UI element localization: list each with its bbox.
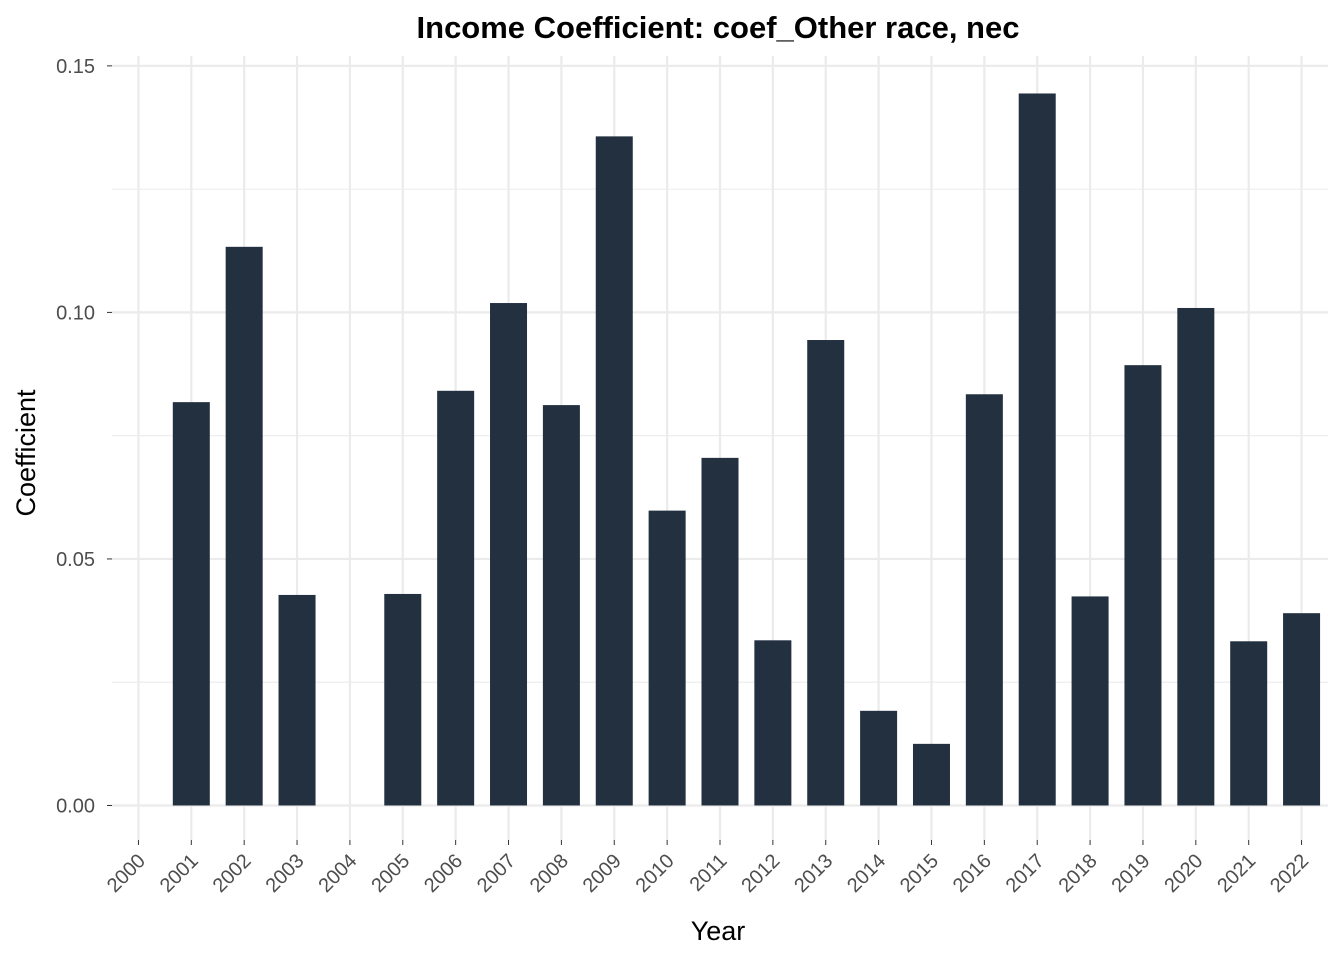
x-tick-label: 2022 [1266,850,1313,897]
bar-2005 [384,593,422,806]
bar-2006 [437,390,475,806]
bar-2001 [172,402,210,806]
bar-2009 [595,136,633,806]
x-tick-label: 2013 [790,850,837,897]
x-tick-label: 2014 [843,850,890,897]
x-tick-label: 2012 [737,850,784,897]
bar-2022 [1283,613,1321,806]
y-tick-label: 0.05 [56,549,95,571]
bar-2014 [860,710,898,806]
x-tick-label: 2008 [526,850,573,897]
bar-2002 [225,246,263,806]
x-tick-label: 2018 [1055,850,1102,897]
x-tick-label: 2000 [103,850,150,897]
x-tick-label: 2005 [367,850,414,897]
x-tick-label: 2003 [262,850,309,897]
x-axis-title: Year [691,916,746,946]
bar-2018 [1071,596,1109,806]
x-tick-label: 2004 [314,850,361,897]
bar-2003 [278,594,316,806]
bar-2013 [807,340,845,806]
bar-2008 [542,405,580,806]
bar-2007 [490,303,528,806]
x-tick-label: 2009 [579,850,626,897]
chart-title: Income Coefficient: coef_Other race, nec [417,10,1020,45]
y-tick-label: 0.00 [56,795,95,817]
x-tick-label: 2015 [896,850,943,897]
bars [172,93,1321,806]
bar-2015 [912,743,950,806]
x-tick-label: 2001 [156,850,203,897]
x-tick-label: 2019 [1107,850,1154,897]
x-tick-label: 2006 [420,850,467,897]
bar-2010 [648,510,686,806]
bar-2019 [1124,365,1162,806]
bar-2017 [1018,93,1056,806]
x-tick-label: 2007 [473,850,520,897]
x-tick-label: 2017 [1002,850,1049,897]
bar-2011 [701,457,739,806]
x-tick-label: 2020 [1160,850,1207,897]
y-tick-label: 0.10 [56,302,95,324]
x-tick-label: 2002 [209,850,256,897]
x-tick-label: 2016 [949,850,996,897]
x-tick-label: 2011 [686,850,732,896]
x-tick-label: 2010 [632,850,679,897]
y-tick-label: 0.15 [56,56,95,78]
bar-2020 [1177,307,1215,806]
x-tick-label: 2021 [1213,850,1260,897]
bar-2012 [754,640,792,806]
y-axis-title: Coefficient [11,389,41,517]
bar-2021 [1230,641,1268,806]
bar-2016 [965,394,1003,806]
